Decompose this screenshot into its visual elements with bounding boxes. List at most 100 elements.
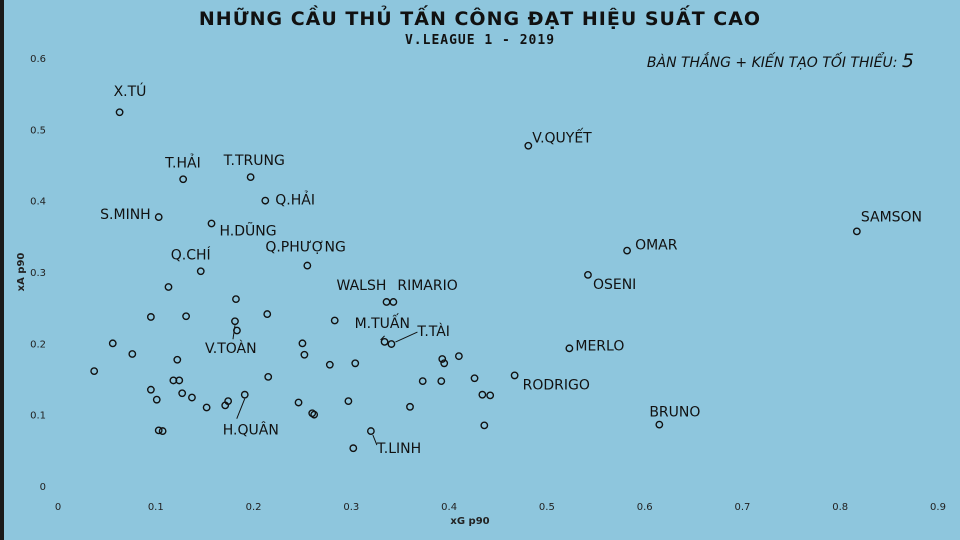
data-point [852,227,861,236]
data-point [182,312,190,321]
data-point [366,427,375,435]
label-leader-line [236,398,246,419]
data-point [298,339,307,348]
data-point [128,350,137,358]
y-tick-label: 0.1 [30,411,46,422]
x-tick-label: 0.6 [637,502,653,513]
data-point [325,360,334,369]
data-point [389,298,398,306]
threshold-note-text: BÀN THẮNG + KIẾN TẠO TỐI THIỂU: [646,55,902,71]
data-point [308,409,317,418]
point-label: Q.PHƯỢNG [265,240,346,256]
data-point [196,267,205,276]
chart-subtitle: V.LEAGUE 1 - 2019 [404,33,556,48]
y-tick-label: 0.2 [30,339,46,350]
y-tick-label: 0.5 [30,125,46,136]
x-axis-label: xG p90 [450,516,489,527]
data-point [380,338,389,346]
point-label: BRUNO [649,405,700,421]
data-point [524,141,533,150]
point-label: T.TRUNG [223,153,285,169]
data-point [438,355,447,363]
data-point [152,395,161,404]
label-leader-line [372,434,378,446]
data-point [406,402,414,411]
data-point [263,310,272,318]
point-label: Q.CHÍ [171,246,211,263]
point-label: T.TÀI [416,323,450,340]
x-tick-label: 0.4 [441,502,457,513]
y-tick-label: 0.3 [30,268,46,279]
data-point [164,283,173,291]
data-point [623,246,631,255]
data-point [349,444,358,453]
data-point [510,371,519,380]
data-point [90,367,99,376]
data-point [584,270,592,279]
data-point [565,344,574,353]
data-point [655,420,664,429]
data-point [175,376,184,385]
point-label: T.LINH [376,441,421,457]
data-point [264,372,273,381]
data-point [344,397,353,406]
data-point [154,213,163,221]
data-point [246,173,255,182]
data-point [231,317,239,326]
point-label: M.TUẤN [355,313,410,332]
data-point [418,377,427,386]
x-tick-label: 0 [55,502,61,513]
point-label: OMAR [635,238,678,254]
point-label: RIMARIO [397,278,457,294]
x-tick-label: 0.3 [343,502,359,513]
x-tick-label: 0.1 [148,502,164,513]
point-label: S.MINH [100,207,151,223]
data-point [224,397,233,406]
x-tick-label: 0.8 [832,502,848,513]
threshold-note-value: 5 [901,50,914,72]
data-point [240,390,249,399]
data-point [351,359,360,368]
point-label: OSENI [593,277,636,293]
data-point [207,219,216,228]
label-leader-line [395,331,418,343]
data-point [146,313,155,321]
x-tick-label: 0.2 [246,502,262,513]
data-point [188,393,196,402]
data-point [480,421,489,430]
x-tick-label: 0.7 [734,502,750,513]
data-point [261,196,270,205]
label-leader-line [380,335,385,341]
point-label: Q.HẢI [275,191,315,209]
data-point [232,295,240,304]
frame-edge [0,0,4,540]
y-tick-label: 0 [40,482,46,493]
data-point [478,390,487,399]
data-point [330,316,339,325]
data-point [146,385,155,394]
data-point [233,326,241,335]
data-point [486,391,495,400]
chart-title: NHỮNG CẦU THỦ TẤN CÔNG ĐẠT HIỆU SUẤT CAO [198,8,762,30]
data-point [202,403,211,412]
data-point [454,352,463,361]
y-tick-label: 0.6 [30,54,46,65]
data-point [108,339,117,348]
data-point [158,427,167,435]
threshold-note: BÀN THẮNG + KIẾN TẠO TỐI THIỂU: 5 [647,50,914,72]
data-point [154,426,163,435]
data-point [115,108,124,117]
point-label: H.QUÂN [223,421,279,439]
data-point [179,175,188,184]
point-label: V.QUYẾT [532,128,592,147]
data-point [294,398,303,407]
point-label: H.DŨNG [220,222,277,239]
x-tick-label: 0.9 [930,502,946,513]
y-axis-label: xA p90 [16,253,27,292]
point-label: WALSH [337,278,387,294]
data-point [178,389,187,398]
point-label: RODRIGO [523,377,590,393]
data-point [387,340,396,348]
